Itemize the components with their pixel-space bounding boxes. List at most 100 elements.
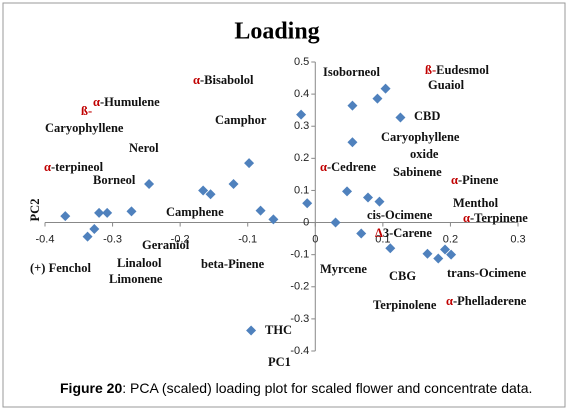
y-tick-label: -0.1 [290,249,309,261]
annotation: α-Bisabolol [193,73,254,87]
annotation: Linalool [117,256,162,270]
x-tick-label: 0.2 [443,233,458,245]
point [126,206,137,217]
x-tick-label: 0.3 [510,233,525,245]
point [347,137,358,148]
annotation-text: Caryophyllene [381,130,460,144]
point [422,248,433,259]
point [330,217,341,228]
y-tick-label: 0.2 [294,152,309,164]
annotation-prefix: α [44,160,51,174]
point [198,185,209,196]
annotation-prefix: α [320,160,327,174]
annotation: THC [265,323,292,337]
chart-title: Loading [234,19,319,45]
annotation-text: Guaiol [428,78,465,92]
annotation: Guaiol [428,78,465,92]
annotation-text: -Phelladerene [453,294,527,308]
annotation-prefix: α [193,73,200,87]
point [380,83,391,94]
annotation-text: Myrcene [320,262,367,276]
y-tick-label: 0 [303,216,309,228]
annotation-text: beta-Pinene [201,257,265,271]
annotation: Borneol [93,173,136,187]
point [144,179,155,190]
y-tick-label: -0.3 [290,313,309,325]
annotation-text: Eudesmol [436,63,489,77]
annotation: Menthol [453,196,499,210]
annotation-text: cis-Ocimene [367,208,433,222]
annotation-text: Isoborneol [323,65,380,79]
point [385,243,396,254]
annotation-prefix: α [446,294,453,308]
point [302,198,313,209]
annotation: α-Terpinene [463,211,528,225]
annotation: ß-Eudesmol [425,63,489,77]
point [374,196,385,207]
y-axis-label: PC2 [28,199,42,222]
annotation-text: Caryophyllene [45,121,124,135]
annotation: α-Humulene [93,95,160,109]
y-tick-label: -0.2 [290,281,309,293]
point [244,158,255,169]
frame [2,2,566,408]
annotation-text: Terpinolene [373,298,437,312]
annotation: Camphene [166,205,224,219]
point [356,228,367,239]
caption-text: : PCA (scaled) loading plot for scaled f… [122,380,532,396]
annotation: Caryophyllene [45,121,124,135]
annotation-text: trans-Ocimene [447,266,527,280]
annotation-text: -Bisabolol [200,73,254,87]
point [347,100,358,111]
annotation: trans-Ocimene [447,266,527,280]
point [296,109,307,120]
annotation-text: -Terpinene [470,211,528,225]
point [446,249,457,260]
y-tick-label: 0.4 [294,88,309,100]
annotation-prefix: α [463,211,470,225]
annotation: (+) Fenchol [30,261,91,275]
annotation-text: Limonene [109,272,163,286]
annotation-text: CBD [414,109,440,123]
point [102,207,113,218]
point [268,214,279,225]
y-tick-label: 0.3 [294,120,309,132]
annotation-text: THC [265,323,292,337]
x-tick-label: -0.4 [36,233,55,245]
point [205,189,216,200]
annotation-text: Camphor [215,113,267,127]
point [82,231,93,242]
annotation: ß- [81,104,92,118]
y-tick-label: 0.1 [294,184,309,196]
point [89,223,100,234]
annotation-text: Linalool [117,256,162,270]
x-tick-label: -0.3 [103,233,122,245]
annotation-text: -terpineol [51,160,104,174]
x-tick-label: -0.2 [171,233,190,245]
annotation: α-Pinene [451,173,499,187]
annotation-text: oxide [410,147,439,161]
annotation-text: 3-Carene [383,226,433,240]
point [342,186,353,197]
annotation-prefix: α [451,173,458,187]
annotation-text: -Cedrene [327,160,377,174]
annotation-text: Sabinene [393,165,442,179]
annotation: Sabinene [393,165,442,179]
annotation: α-Phelladerene [446,294,527,308]
annotation-text: Nerol [129,141,159,155]
annotation: CBG [389,269,416,283]
caption-label: Figure 20 [60,380,122,396]
x-axis-label: PC1 [268,355,291,369]
annotation-text: CBG [389,269,416,283]
annotation: Caryophyllene [381,130,460,144]
annotation-text: Borneol [93,173,136,187]
annotation: oxide [410,147,439,161]
annotation: Nerol [129,141,159,155]
point [440,244,451,255]
annotation: Myrcene [320,262,367,276]
x-tick-label: 0 [312,233,318,245]
y-tick-label: -0.4 [290,345,309,357]
point [255,205,266,216]
point [60,211,71,222]
